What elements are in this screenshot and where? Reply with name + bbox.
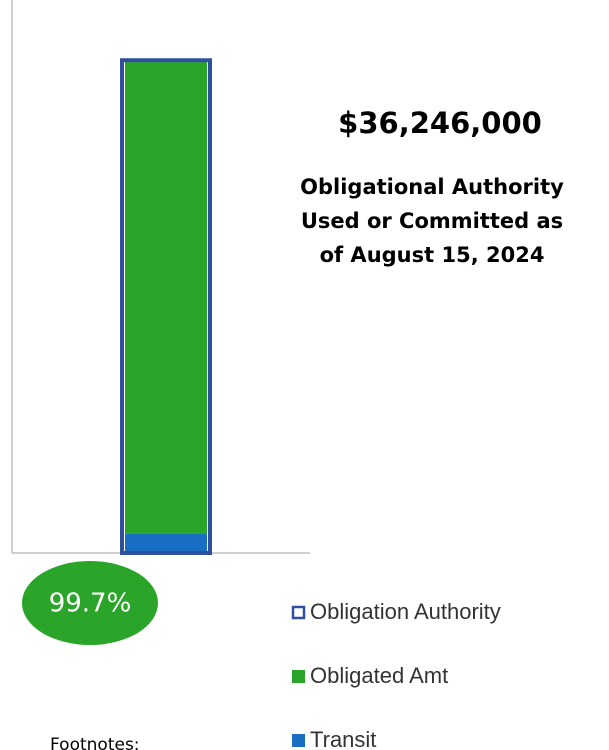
legend-label: Obligation Authority <box>310 599 501 624</box>
bar-outline <box>120 58 212 555</box>
bar-segment <box>125 533 207 553</box>
legend-swatch <box>292 734 305 747</box>
percent-label: 99.7% <box>49 589 132 619</box>
bar-segment <box>125 61 207 534</box>
legend-swatch <box>291 605 306 620</box>
legend-label: Obligated Amt <box>310 663 448 688</box>
percent-badge <box>22 561 158 645</box>
amount-label: $36,246,000 <box>338 106 542 140</box>
footnote-heading: Footnotes: <box>50 735 140 750</box>
legend-swatch <box>292 670 305 683</box>
legend-label: Transit <box>310 727 376 750</box>
subtitle-line: Used or Committed as <box>301 209 563 233</box>
subtitle-line: Obligational Authority <box>300 175 564 199</box>
subtitle-line: of August 15, 2024 <box>320 243 545 267</box>
